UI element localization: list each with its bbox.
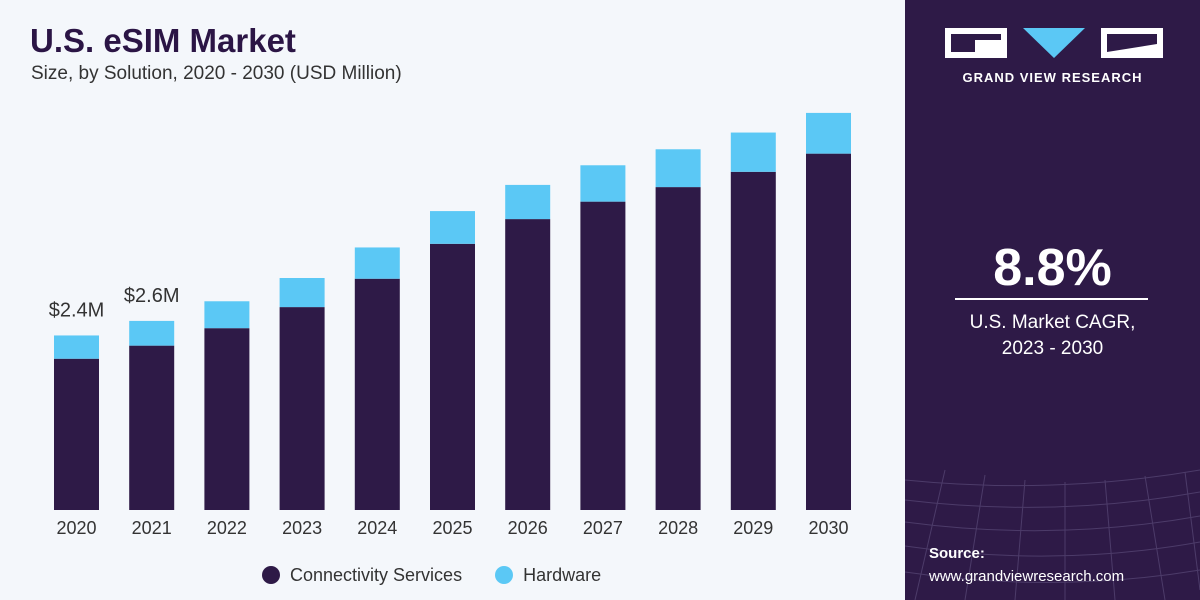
brand-logo [945,28,1163,58]
cagr-value: 8.8% [993,239,1112,297]
cagr-label-line2: 2023 - 2030 [1001,338,1104,359]
bar-hardware-2027 [580,165,626,202]
bar-connectivity-2028 [655,187,701,510]
x-tick-label-2024: 2024 [357,518,397,538]
bar-hardware-2021 [129,320,175,346]
chart-panel: U.S. eSIM Market Size, by Solution, 2020… [0,0,905,600]
cagr-label-line1: U.S. Market CAGR, [969,312,1136,333]
data-label-2020: $2.4M [49,299,105,321]
bar-hardware-2026 [505,184,551,220]
bar-connectivity-2025 [430,243,475,510]
bar-connectivity-2022 [204,328,250,510]
x-tick-label-2022: 2022 [207,518,247,538]
bar-hardware-2029 [730,132,776,172]
x-tick-label-2030: 2030 [808,518,848,538]
cagr-divider [955,298,1148,300]
legend-swatch-hardware [495,566,514,584]
bar-hardware-2020 [54,335,99,359]
x-tick-label-2023: 2023 [282,518,322,538]
data-label-2021: $2.6M [124,285,180,307]
legend-label-connectivity: Connectivity Services [290,564,463,585]
legend-item-connectivity: Connectivity Services [262,565,462,586]
bar-connectivity-2026 [505,219,551,510]
chart-legend: Connectivity Services Hardware [262,563,634,587]
bar-hardware-2022 [204,301,250,329]
x-tick-label-2026: 2026 [508,518,548,538]
legend-swatch-connectivity [262,566,280,584]
source-title: Source: [929,545,985,562]
bar-connectivity-2030 [806,153,851,511]
legend-item-hardware: Hardware [495,565,601,586]
grid-decoration [905,469,1200,600]
bar-hardware-2030 [806,112,851,154]
bar-hardware-2025 [430,211,475,244]
x-tick-label-2029: 2029 [733,518,773,538]
x-tick-label-2020: 2020 [56,518,96,538]
bar-connectivity-2027 [580,201,626,511]
bar-connectivity-2020 [54,358,99,510]
cagr-label: U.S. Market CAGR, 2023 - 2030 [905,310,1200,362]
bar-connectivity-2023 [279,307,325,510]
bar-connectivity-2021 [129,345,175,510]
x-tick-label-2025: 2025 [432,518,472,538]
chart-subtitle: Size, by Solution, 2020 - 2030 (USD Mill… [31,63,402,84]
brand-name: GRAND VIEW RESEARCH [962,70,1143,85]
source-link[interactable]: www.grandviewresearch.com [929,568,1125,585]
bar-hardware-2028 [655,149,701,188]
chart-title: U.S. eSIM Market [30,22,296,59]
bar-chart: 2020 2021 2022 2023 2024 2025 2026 2027 2028 2029… [49,112,851,538]
x-tick-label-2027: 2027 [583,518,623,538]
x-tick-label-2028: 2028 [658,518,698,538]
x-tick-label-2021: 2021 [132,518,172,538]
bar-connectivity-2029 [730,171,776,510]
bar-connectivity-2024 [354,278,400,510]
info-sidebar: GRAND VIEW RESEARCH 8.8% U.S. Market CAG… [905,0,1200,600]
legend-label-hardware: Hardware [523,564,602,585]
bar-hardware-2023 [279,278,325,308]
bar-hardware-2024 [354,247,400,279]
